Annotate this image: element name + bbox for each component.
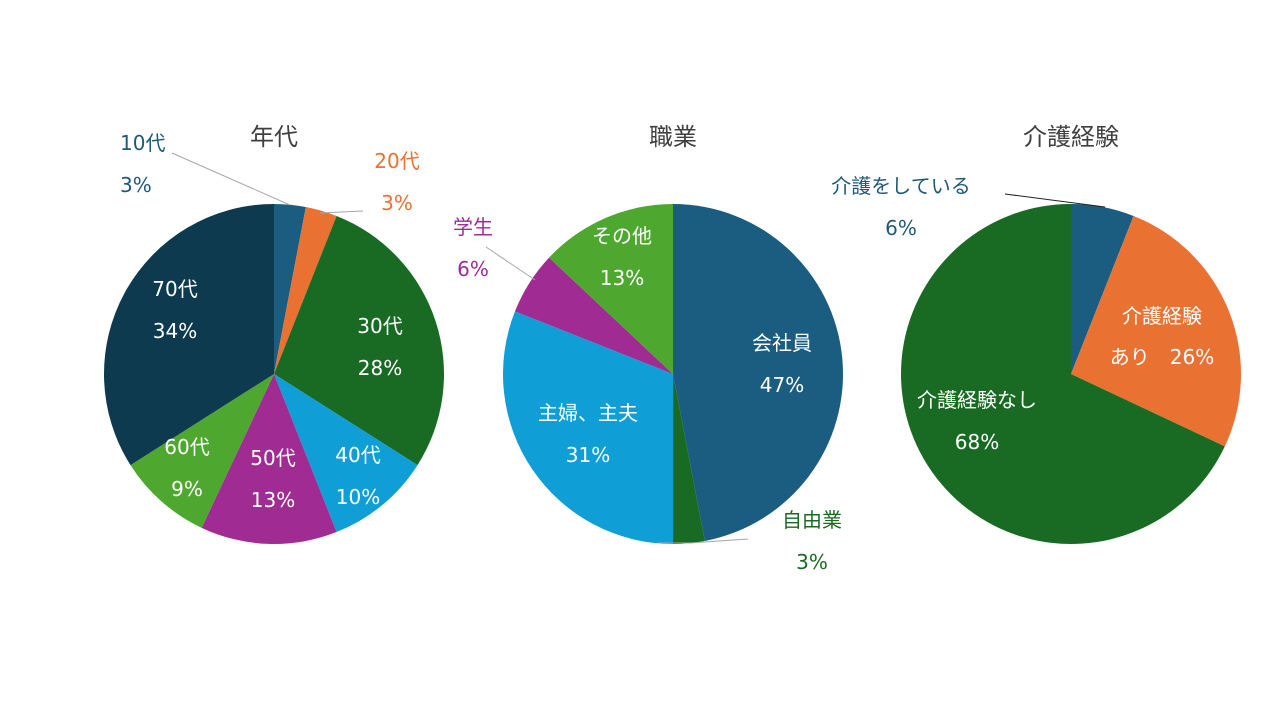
data-value-age-40代: 10% (336, 485, 380, 509)
pie-chart-occupation: 職業 会社員 47% 自由業 3% 主婦、主夫 31% 学生 6% その他 13% (453, 123, 844, 574)
data-value-occupation-自由業: 3% (796, 550, 828, 574)
data-label-age-30代: 30代 (357, 314, 402, 338)
chart-title-age: 年代 (250, 123, 298, 151)
pie-chart-age: 年代 10代 3% 20代 3% 30代 28% 40代 10% 50代 13% 60代 9% 70代 3… (103, 123, 445, 544)
data-value-occupation-会社員: 47% (760, 373, 804, 397)
data-label-occupation-自由業: 自由業 (782, 508, 842, 532)
pie-slice-occupation-主婦-主夫 (503, 311, 673, 544)
data-value-age-60代: 9% (171, 477, 203, 501)
pie-slice-care-experience-介護経験あり (1071, 215, 1241, 447)
data-label-age-50代: 50代 (250, 446, 295, 470)
chart-title-care-experience: 介護経験 (1023, 123, 1119, 151)
data-value-occupation-その他: 13% (600, 266, 644, 290)
data-value-care-experience-介護経験なし: 68% (955, 430, 999, 454)
data-value-care-experience-介護をしている: 6% (885, 216, 917, 240)
leader-line-age-10代 (171, 152, 291, 206)
pie-slice-age-50代 (201, 374, 337, 544)
data-label-age-40代: 40代 (335, 443, 380, 467)
data-value-occupation-主婦-主夫: 31% (566, 443, 610, 467)
data-label-age-70代: 70代 (152, 277, 197, 301)
pie-slice-age-40代 (274, 374, 418, 533)
data-label-age-60代: 60代 (164, 435, 209, 459)
pie-slice-care-experience-介護経験なし (900, 204, 1225, 544)
leader-line-occupation-自由業 (658, 538, 749, 544)
data-label-occupation-会社員: 会社員 (752, 331, 812, 355)
pie-slice-occupation-学生 (514, 257, 673, 374)
pie-slice-care-experience-介護をしている (1071, 204, 1134, 374)
data-label-care-experience-介護経験なし: 介護経験なし (917, 388, 1037, 412)
pie-slice-age-20代 (274, 207, 337, 374)
pie-slice-age-10代 (274, 204, 306, 374)
data-value-age-20代: 3% (381, 191, 413, 215)
data-label-care-experience-介護経験あり: 介護経験 (1122, 304, 1202, 328)
data-value-occupation-学生: 6% (457, 257, 489, 281)
chart-title-occupation: 職業 (649, 123, 697, 151)
data-label-occupation-主婦-主夫: 主婦、主夫 (538, 401, 638, 425)
pie-slice-occupation-会社員 (673, 203, 844, 541)
data-value-age-70代: 34% (153, 319, 197, 343)
data-label-occupation-学生: 学生 (453, 215, 493, 239)
pie-slice-occupation-その他 (549, 204, 673, 374)
data-value-age-30代: 28% (358, 356, 402, 380)
data-label-care-experience-介護をしている: 介護をしている (831, 174, 970, 198)
data-value-age-10代: 3% (120, 173, 152, 197)
data-label-age-20代: 20代 (374, 149, 419, 173)
data-value-age-50代: 13% (251, 488, 295, 512)
leader-line-care-experience-介護をしている (1004, 193, 1106, 208)
pie-slice-age-70代 (103, 203, 274, 466)
leader-line-occupation-学生 (485, 246, 536, 281)
data-label-occupation-その他: その他 (592, 224, 652, 248)
leader-line-age-20代 (319, 210, 364, 214)
data-value-care-experience-介護経験あり: あり 26% (1110, 345, 1214, 369)
pie-slice-age-30代 (274, 215, 445, 466)
data-label-age-10代: 10代 (120, 131, 165, 155)
pie-slice-occupation-自由業 (673, 374, 705, 544)
pie-slice-age-60代 (130, 374, 274, 528)
